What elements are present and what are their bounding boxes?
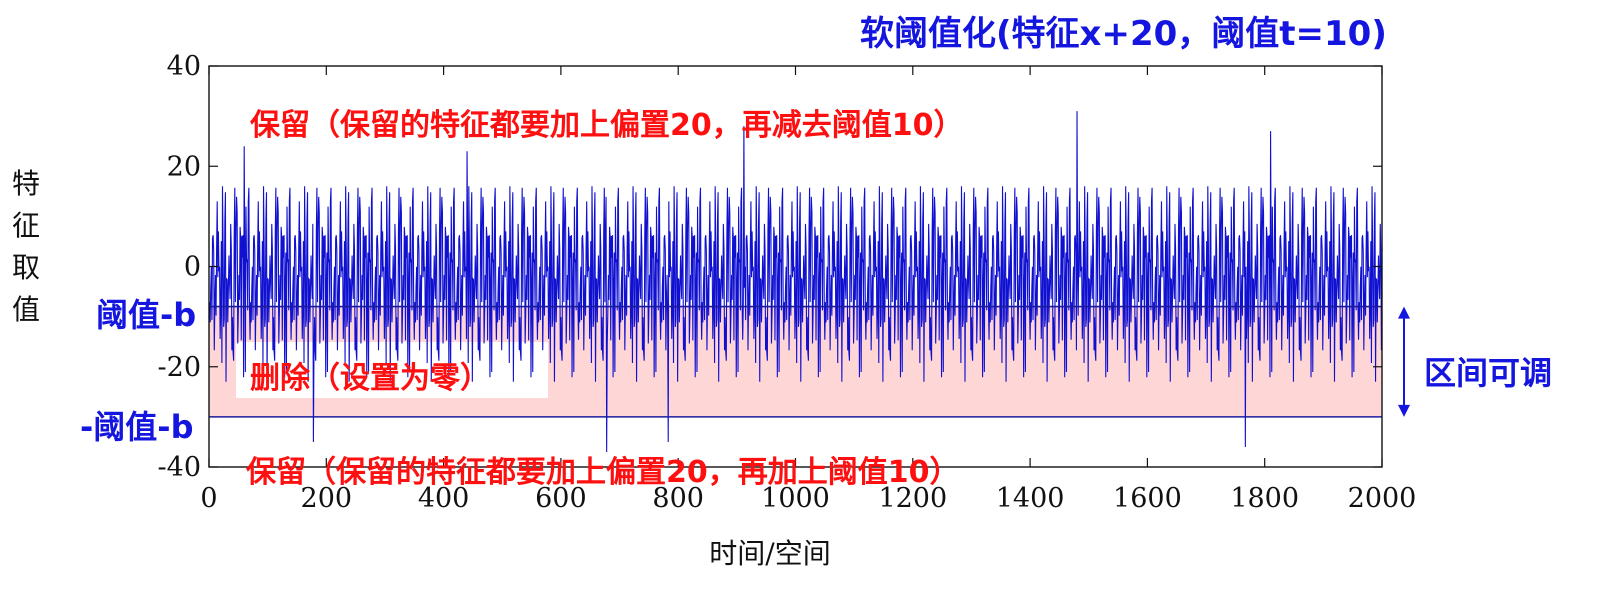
y-tick-label: 20 bbox=[167, 151, 201, 182]
x-tick-label: 1800 bbox=[1230, 483, 1299, 514]
x-tick-label: 600 bbox=[535, 483, 587, 514]
threshold-upper-label: 阈值-b bbox=[96, 296, 197, 334]
x-tick-label: 1200 bbox=[878, 483, 947, 514]
y-axis-label-char: 特 bbox=[11, 167, 40, 200]
y-axis-label-char: 值 bbox=[11, 293, 40, 326]
x-tick-label: 1600 bbox=[1113, 483, 1182, 514]
x-tick-label: 2000 bbox=[1348, 483, 1417, 514]
y-axis-label-char: 取 bbox=[11, 251, 40, 284]
annotation-keep-lower: 保留（保留的特征都要加上偏置20，再加上阈值10） bbox=[246, 455, 960, 490]
y-tick-label: -20 bbox=[158, 352, 201, 383]
signal-series-line bbox=[209, 111, 1383, 452]
y-axis-label-char: 征 bbox=[11, 209, 40, 242]
annotation-background bbox=[236, 342, 548, 398]
x-tick-label: 1000 bbox=[761, 483, 830, 514]
x-tick-label: 1400 bbox=[996, 483, 1065, 514]
x-tick-label: 400 bbox=[418, 483, 470, 514]
y-tick-label: -40 bbox=[158, 452, 201, 483]
x-tick-label: 0 bbox=[200, 483, 217, 514]
adjustable-interval-label: 区间可调 bbox=[1424, 354, 1553, 392]
x-tick-label: 800 bbox=[652, 483, 704, 514]
x-axis-label: 时间/空间 bbox=[709, 537, 831, 570]
annotation-keep-upper: 保留（保留的特征都要加上偏置20，再减去阈值10） bbox=[250, 108, 964, 143]
x-tick-label: 200 bbox=[301, 483, 353, 514]
interval-arrow-up-head bbox=[1398, 306, 1410, 319]
annotation-delete: 删除（设置为零） bbox=[250, 361, 490, 396]
y-tick-label: 40 bbox=[167, 51, 201, 82]
threshold-lower-label: -阈值-b bbox=[80, 408, 194, 446]
y-tick-label: 0 bbox=[184, 252, 201, 283]
interval-arrow-down-head bbox=[1398, 404, 1410, 417]
chart-title: 软阈值化(特征x+20，阈值t=10) bbox=[860, 14, 1387, 54]
